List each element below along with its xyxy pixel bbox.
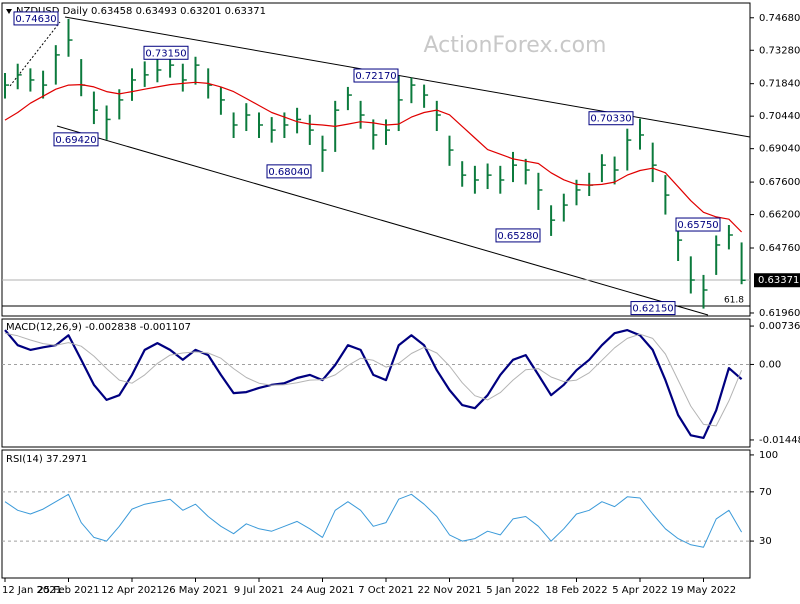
moving-average [4, 81, 743, 233]
x-tick-label: 12 Apr 2021 [101, 585, 163, 596]
y-tick-label: 0.70440 [759, 111, 800, 122]
y-tick-label: 0.67600 [759, 177, 800, 188]
x-tick-label: 25 Feb 2021 [37, 585, 99, 596]
watermark: ActionForex.com [424, 33, 607, 58]
y-tick-label: 0.61960 [759, 308, 800, 319]
x-tick-label: 24 Aug 2021 [290, 585, 354, 596]
y-tick-label: 100 [759, 450, 778, 461]
channel-upper [64, 16, 751, 138]
y-tick-label: 0.64760 [759, 243, 800, 254]
x-tick-label: 7 Oct 2021 [358, 585, 413, 596]
annotation-label: 0.69420 [55, 135, 96, 146]
x-tick-label: 5 Jan 2022 [486, 585, 540, 596]
annotation-label: 0.65280 [497, 231, 538, 242]
macd-title: MACD(12,26,9) -0.002838 -0.001107 [6, 322, 191, 333]
annotation-box [675, 217, 721, 232]
annotation-label: 0.65750 [677, 220, 718, 231]
annotation-box [13, 11, 59, 26]
annotation-box [266, 164, 312, 179]
rsi-frame [1, 449, 751, 579]
rsi-title: RSI(14) 37.2971 [6, 454, 87, 465]
y-tick-label: 0.71840 [759, 79, 800, 90]
annotation-label: 0.73150 [145, 48, 186, 59]
annotation-box [630, 301, 676, 316]
series-line [4, 332, 743, 427]
y-tick-label: -0.014488 [759, 435, 800, 446]
x-tick-label: 12 Jan 2021 [2, 585, 62, 596]
y-tick-label: 0.73280 [759, 45, 800, 56]
y-tick-label: 0.66200 [759, 210, 800, 221]
annotation-label: 0.70330 [590, 114, 631, 125]
annotation-label: 0.62150 [632, 304, 673, 315]
menu-icon [6, 9, 12, 14]
macd-frame [1, 318, 751, 448]
channel-lower [56, 125, 709, 316]
x-tick-label: 18 Feb 2022 [545, 585, 607, 596]
annotation-label: 0.72170 [355, 71, 396, 82]
y-tick-label: 0.00 [759, 359, 781, 370]
annotation-box [53, 132, 99, 147]
y-tick-label: 0.69040 [759, 144, 800, 155]
y-tick-label: 70 [759, 487, 772, 498]
last-price-label: 0.63371 [758, 275, 799, 286]
y-tick-label: 0.74680 [759, 13, 800, 24]
annotation-box [353, 68, 399, 83]
last-price-box [754, 273, 800, 288]
x-tick-label: 5 Apr 2022 [612, 585, 667, 596]
x-tick-label: 26 May 2021 [163, 585, 228, 596]
annotation-box [588, 111, 634, 126]
y-tick-label: 30 [759, 536, 772, 547]
annotation-box [143, 45, 189, 60]
x-tick-label: 22 Nov 2021 [417, 585, 481, 596]
price-title: NZDUSD Daily 0.63458 0.63493 0.63201 0.6… [16, 6, 266, 17]
x-tick-label: 9 Jul 2021 [234, 585, 284, 596]
annotation-label: 0.68040 [268, 167, 309, 178]
annotation-box [495, 228, 541, 243]
x-tick-label: 19 May 2022 [671, 585, 736, 596]
fib-label: 61.8 [724, 296, 744, 306]
price-frame [1, 2, 751, 317]
series-line [4, 493, 743, 548]
annotation-label: 0.74630 [15, 14, 56, 25]
y-tick-label: 0.007366 [759, 321, 800, 332]
